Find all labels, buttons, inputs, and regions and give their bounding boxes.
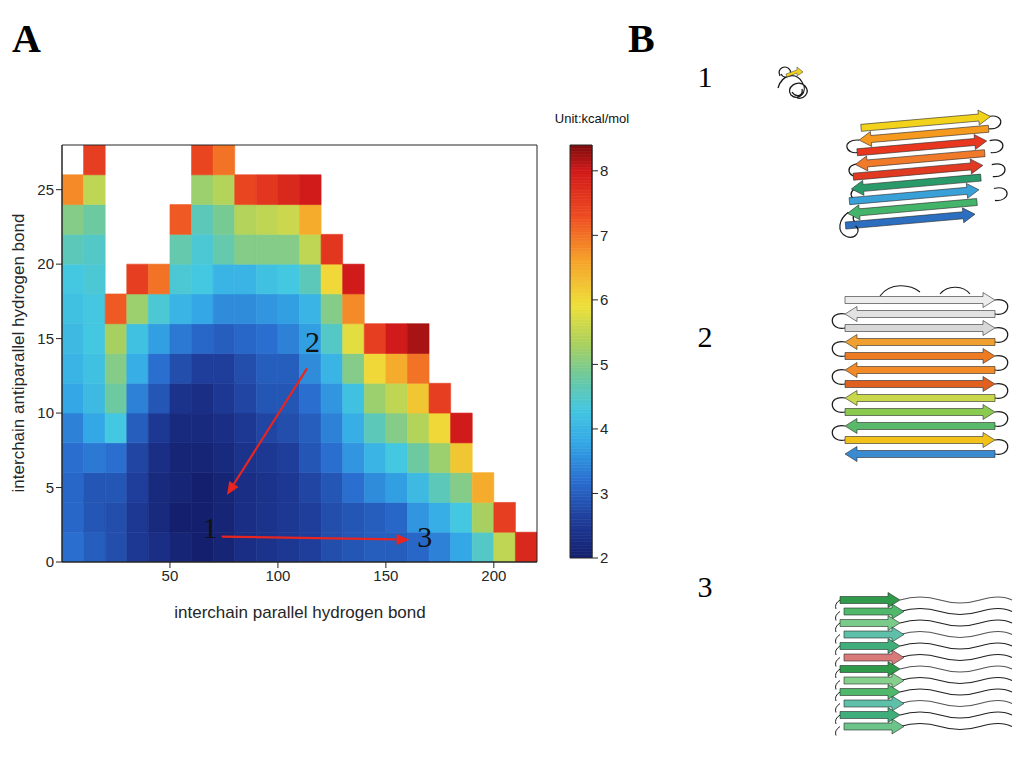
svg-text:3: 3	[600, 485, 608, 502]
svg-text:8: 8	[600, 162, 608, 179]
svg-text:B: B	[628, 16, 655, 61]
svg-text:3: 3	[417, 520, 432, 553]
svg-text:interchain antiparallel hydrog: interchain antiparallel hydrogen bond	[9, 214, 28, 493]
svg-text:2: 2	[600, 549, 608, 566]
svg-text:3: 3	[698, 570, 713, 603]
svg-text:20: 20	[37, 255, 54, 272]
svg-text:1: 1	[698, 60, 713, 93]
svg-text:A: A	[12, 16, 41, 61]
svg-text:2: 2	[305, 325, 320, 358]
svg-text:6: 6	[600, 291, 608, 308]
svg-text:15: 15	[37, 330, 54, 347]
svg-text:10: 10	[37, 404, 54, 421]
svg-text:5: 5	[600, 356, 608, 373]
svg-text:50: 50	[162, 567, 179, 584]
svg-text:100: 100	[265, 567, 290, 584]
svg-text:interchain parallel hydrogen b: interchain parallel hydrogen bond	[174, 603, 425, 622]
svg-text:7: 7	[600, 227, 608, 244]
svg-text:150: 150	[373, 567, 398, 584]
svg-text:25: 25	[37, 181, 54, 198]
svg-text:Unit:kcal/mol: Unit:kcal/mol	[555, 111, 630, 126]
svg-text:0: 0	[46, 553, 54, 570]
svg-text:5: 5	[46, 479, 54, 496]
svg-text:2: 2	[698, 320, 713, 353]
svg-text:200: 200	[481, 567, 506, 584]
svg-text:4: 4	[600, 420, 608, 437]
svg-text:1: 1	[202, 511, 217, 544]
